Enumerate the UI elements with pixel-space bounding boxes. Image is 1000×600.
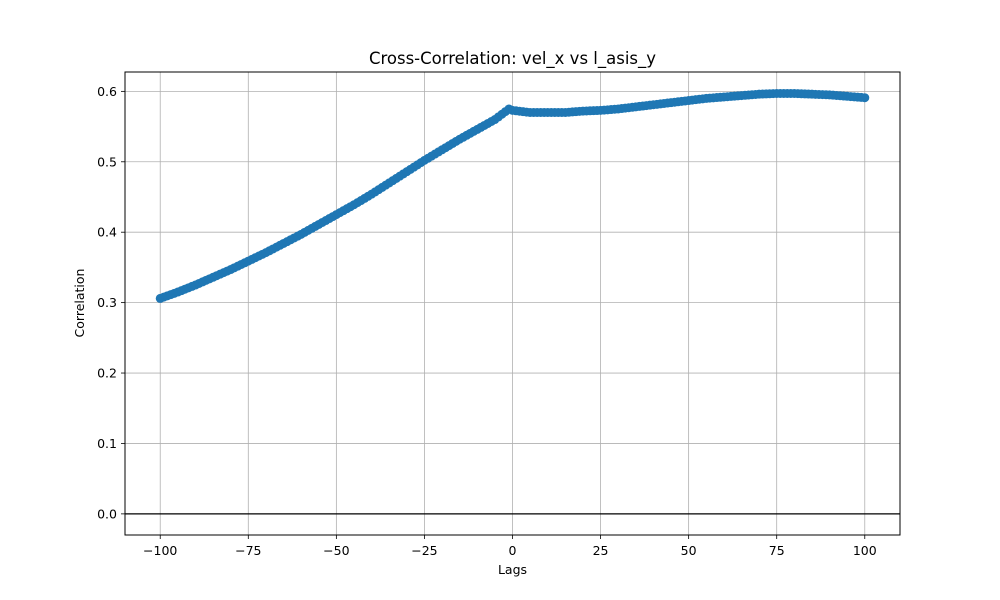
y-tick-label: 0.4 [97,225,117,240]
x-tick-label: −25 [411,543,437,558]
y-tick-label: 0.0 [97,506,117,521]
y-axis-label: Correlation [72,269,87,338]
x-tick-label: 50 [681,543,697,558]
x-axis: −100 −75 −50 −25 0 25 50 75 100 [143,535,877,558]
plot-area [124,71,901,536]
x-axis-label: Lags [498,562,527,577]
x-tick-label: 75 [769,543,785,558]
data-point [860,93,870,103]
y-tick-label: 0.6 [97,84,117,99]
x-tick-label: −75 [235,543,261,558]
chart-title: Cross-Correlation: vel_x vs l_asis_y [369,49,656,69]
y-axis: 0.0 0.1 0.2 0.3 0.4 0.5 0.6 [97,84,125,521]
x-tick-label: 100 [853,543,877,558]
x-tick-label: −100 [143,543,177,558]
y-tick-label: 0.1 [97,436,117,451]
x-tick-label: 25 [593,543,609,558]
y-tick-label: 0.5 [97,154,117,169]
y-tick-label: 0.3 [97,295,117,310]
x-tick-label: 0 [509,543,517,558]
series-correlation [155,88,870,303]
x-tick-label: −50 [323,543,349,558]
y-tick-label: 0.2 [97,366,117,381]
